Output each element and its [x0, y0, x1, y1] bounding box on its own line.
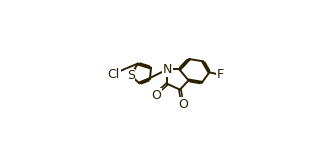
- Text: O: O: [179, 98, 188, 111]
- Text: S: S: [127, 69, 135, 82]
- Text: N: N: [163, 63, 172, 76]
- Text: F: F: [216, 68, 224, 81]
- Text: O: O: [151, 89, 161, 102]
- Text: Cl: Cl: [108, 68, 120, 81]
